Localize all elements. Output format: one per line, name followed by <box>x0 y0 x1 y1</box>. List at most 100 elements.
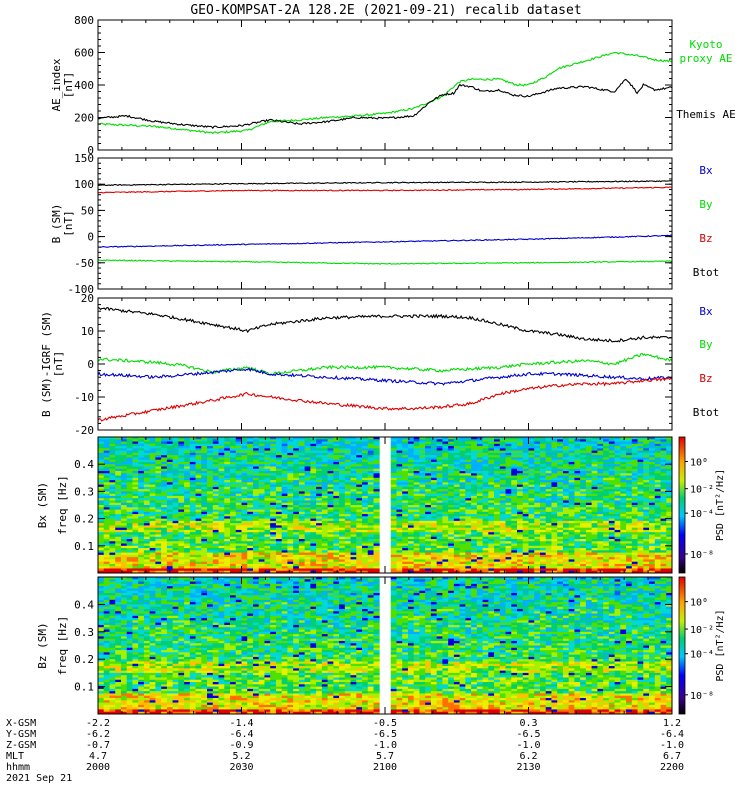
legend-entry: Kyoto <box>689 38 722 51</box>
y-axis-label: [nT] <box>52 351 65 378</box>
time-axis-value: -6.5 <box>516 729 540 740</box>
time-axis-value: -0.5 <box>373 718 397 729</box>
colorbar <box>678 576 686 715</box>
series-line-3 <box>97 377 673 422</box>
colorbar-label: PSD [nT²/Hz] <box>715 469 726 541</box>
colorbar <box>678 436 686 574</box>
y-tick-label: 0 <box>87 231 94 244</box>
y-axis-label: B (SM)-IGRF (SM) <box>40 311 53 417</box>
series-line-0 <box>97 306 673 343</box>
chart-title: GEO-KOMPSAT-2A 128.2E (2021-09-21) recal… <box>190 3 581 18</box>
legend-entry: Btot <box>693 406 720 419</box>
time-axis-value: 6.2 <box>519 751 537 762</box>
time-axis-value: 2030 <box>229 762 253 773</box>
spectrogram-cells <box>98 437 673 574</box>
time-axis-value: 6.7 <box>663 751 681 762</box>
y-axis-label: freq [Hz] <box>56 475 69 535</box>
y-axis-label: [nT] <box>62 72 75 99</box>
series-line-3 <box>97 259 673 265</box>
y-tick-label: 0.2 <box>74 653 94 666</box>
time-axis-date: 2021 Sep 21 <box>6 773 72 784</box>
colorbar-label: PSD [nT²/Hz] <box>715 609 726 681</box>
colorbar-tick-label: 10⁻⁴ <box>690 650 714 661</box>
y-axis-label: AE_index <box>50 58 63 111</box>
time-axis-value: 0.3 <box>519 718 537 729</box>
series-line-0 <box>98 180 673 187</box>
legend-entry: Bx <box>699 164 713 177</box>
colorbar-tick-label: 10⁻⁴ <box>690 509 714 520</box>
y-tick-label: 0.3 <box>74 626 94 639</box>
time-axis-value: 2130 <box>516 762 540 773</box>
panel-spec2: 0.1 0.2 0.3 0.4 Bz (SM) freq [Hz] 10⁰ 10⁻² 10⁻⁴ 1… <box>36 576 726 715</box>
time-axis-row-label: X-GSM <box>6 718 36 729</box>
colorbar-tick-label: 10⁻² <box>690 625 714 636</box>
time-axis-value: -1.0 <box>660 740 684 751</box>
y-tick-label: -100 <box>68 283 95 296</box>
legend-entry: By <box>699 338 713 351</box>
y-tick-label: 50 <box>81 204 94 217</box>
time-axis-value: -6.4 <box>229 729 253 740</box>
y-tick-label: 100 <box>74 178 94 191</box>
y-tick-label: 0.3 <box>74 485 94 498</box>
y-tick-label: 150 <box>74 152 94 165</box>
time-axis-value: 4.7 <box>89 751 107 762</box>
y-axis-label: B (SM) <box>50 204 63 244</box>
series-line-1 <box>97 352 673 376</box>
legend-entry: Bz <box>699 372 712 385</box>
colorbar-tick-label: 10⁰ <box>690 598 708 609</box>
time-axis-value: 2200 <box>660 762 684 773</box>
time-axis-value: 2100 <box>373 762 397 773</box>
time-axis-value: 5.2 <box>232 751 250 762</box>
y-tick-label: -50 <box>74 257 94 270</box>
time-axis-value: -6.2 <box>86 729 110 740</box>
colorbar-tick-label: 10⁻² <box>690 485 714 496</box>
y-tick-label: 0 <box>87 358 94 371</box>
time-axis-value: -2.2 <box>86 718 110 729</box>
legend-entry: Bz <box>699 232 712 245</box>
legend-entry: Bx <box>699 305 713 318</box>
time-axis-value: 5.7 <box>376 751 394 762</box>
y-tick-label: 0 <box>87 144 94 157</box>
y-tick-label: 200 <box>74 112 94 125</box>
time-axis-row-label: hhmm <box>6 762 30 773</box>
time-axis-row-label: Y-GSM <box>6 729 36 740</box>
y-tick-label: 400 <box>74 79 94 92</box>
y-tick-label: 0.1 <box>74 681 94 694</box>
y-axis-label: [nT] <box>62 210 75 237</box>
time-axis-value: -1.0 <box>373 740 397 751</box>
colorbar-tick-label: 10⁻⁸ <box>690 550 714 561</box>
time-axis-value: 2000 <box>86 762 110 773</box>
colorbar-tick-label: 10⁰ <box>690 457 708 468</box>
panel-b: -100 -50 0 50 100 150 B (SM) [nT] Bx By Bz Btot <box>50 152 719 296</box>
y-tick-label: 0.4 <box>74 598 94 611</box>
legend-entry: Themis AE <box>676 108 736 121</box>
time-axis-value: -6.5 <box>373 729 397 740</box>
legend-entry: By <box>699 198 713 211</box>
y-tick-label: -10 <box>74 391 94 404</box>
time-axis-value: 1.2 <box>663 718 681 729</box>
time-axis-value: -1.4 <box>229 718 253 729</box>
time-axis-value: -6.4 <box>660 729 684 740</box>
series-line-1 <box>97 78 673 130</box>
y-axis-label: freq [Hz] <box>56 616 69 676</box>
y-tick-label: 0.1 <box>74 540 94 553</box>
series-line-1 <box>97 186 673 194</box>
time-axis-row-label: MLT <box>6 751 24 762</box>
legend-entry: Btot <box>693 266 720 279</box>
time-axis-value: -0.9 <box>229 740 253 751</box>
y-tick-label: 0.2 <box>74 513 94 526</box>
y-axis-label: Bx (SM) <box>36 482 49 528</box>
panel-db: -20 -10 0 10 20 B (SM)-IGRF (SM) [nT] Bx By Bz Bto… <box>40 292 719 437</box>
y-tick-label: -20 <box>74 424 94 437</box>
y-axis-label: Bz (SM) <box>36 622 49 668</box>
y-tick-label: 800 <box>74 14 94 27</box>
plot-frame <box>97 157 673 290</box>
legend-entry: proxy AE <box>680 52 733 65</box>
spectrogram-cells <box>98 577 673 715</box>
y-tick-label: 0.4 <box>74 458 94 471</box>
series-line-0 <box>97 51 673 135</box>
panel-spec1: 0.1 0.2 0.3 0.4 Bx (SM) freq [Hz] 10⁰ 10⁻² 10⁻⁴ 1… <box>36 436 726 574</box>
